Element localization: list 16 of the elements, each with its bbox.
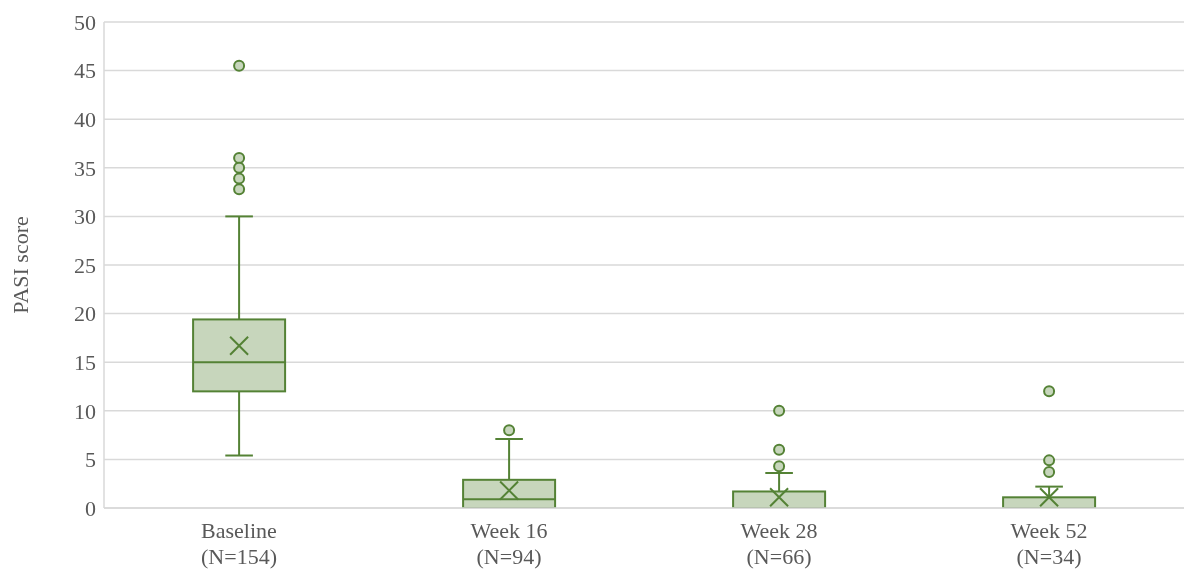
x-tick-label: Baseline (N=154) [201, 518, 277, 569]
y-tick-label: 10 [74, 398, 96, 424]
y-tick-label: 45 [74, 58, 96, 84]
y-tick-label: 0 [85, 495, 96, 521]
x-tick-label: Week 28 (N=66) [740, 518, 818, 569]
y-tick-label: 5 [85, 447, 96, 473]
y-tick-label: 30 [74, 204, 96, 230]
y-axis-title: PASI score [7, 216, 33, 314]
y-tick-label: 50 [74, 9, 96, 35]
x-tick-label: Week 52 (N=34) [1010, 518, 1088, 569]
y-tick-label: 35 [74, 155, 96, 181]
y-tick-label: 25 [74, 252, 96, 278]
x-tick-label: Week 16 (N=94) [470, 518, 548, 569]
y-tick-label: 20 [74, 301, 96, 327]
y-tick-label: 15 [74, 350, 96, 376]
y-tick-label: 40 [74, 107, 96, 133]
